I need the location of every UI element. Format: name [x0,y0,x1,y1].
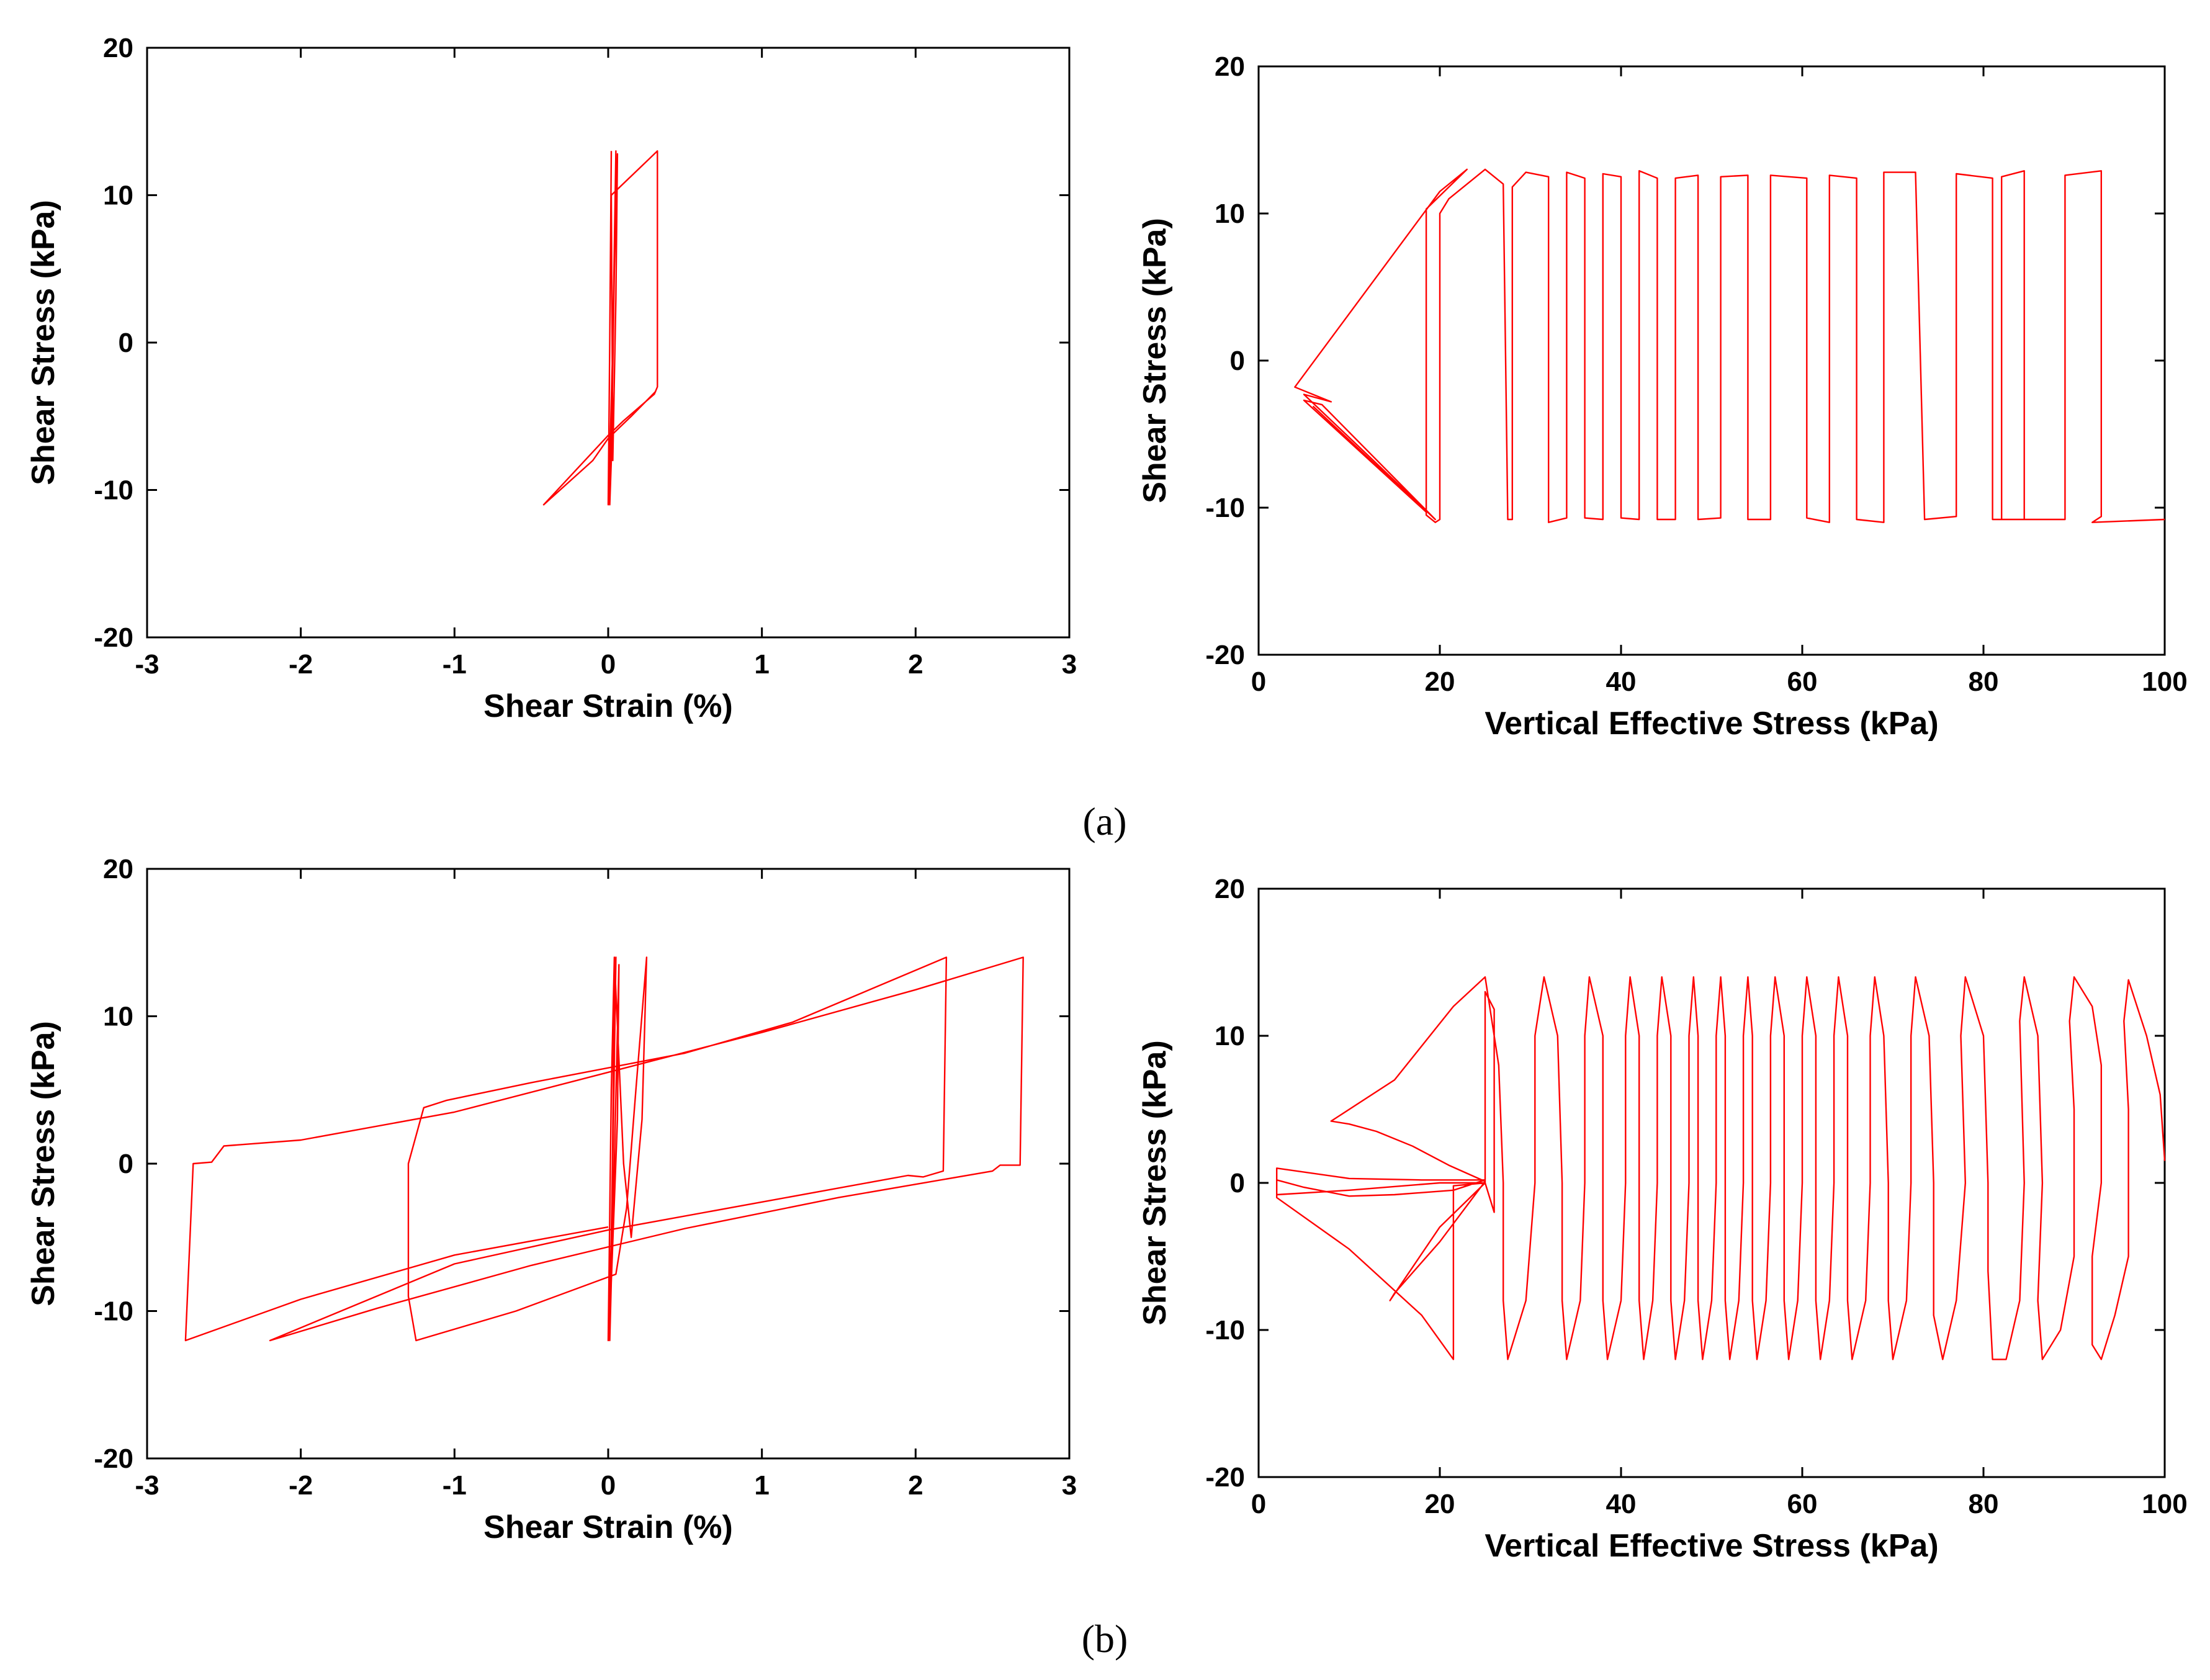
y-tick-label: 20 [103,854,133,884]
y-tick-label: -10 [94,1296,133,1327]
x-axis-title: Vertical Effective Stress (kPa) [1485,1528,1938,1564]
x-tick-label: 2 [908,649,923,680]
x-tick-label: 80 [1969,667,1999,697]
x-tick-label: -1 [442,649,467,680]
y-tick-label: -10 [94,475,133,506]
x-tick-label: 60 [1787,667,1818,697]
x-axis-title: Vertical Effective Stress (kPa) [1485,706,1938,742]
x-tick-label: 1 [754,1470,769,1501]
y-tick-label: 0 [1230,1168,1245,1198]
x-tick-label: 1 [754,649,769,680]
y-tick-label: 20 [103,33,133,63]
x-tick-label: 3 [1062,649,1077,680]
x-tick-label: -3 [135,649,159,680]
y-tick-label: 10 [1215,1021,1245,1051]
x-tick-label: 0 [1251,667,1266,697]
y-axis-title: Shear Stress (kPa) [1137,1040,1173,1326]
series-line [184,956,1024,1342]
chart-b-right: 0 20 40 60 80 100 -20 -10 0 10 20 Vertical Effectiv… [1137,874,2188,1564]
y-tick-label: 0 [1230,346,1245,376]
y-tick-label: 10 [103,181,133,211]
series-line [1294,168,2165,523]
x-tick-label: 20 [1425,1489,1455,1519]
x-tick-label: 40 [1606,667,1637,697]
x-axis-title: Shear Strain (%) [483,688,733,724]
panel-label-a: (a) [1082,799,1126,843]
x-tick-label: -3 [135,1470,159,1501]
x-tick-label: 0 [1251,1489,1266,1519]
y-tick-label: 0 [119,1149,133,1179]
x-tick-label: 0 [601,649,616,680]
x-tick-label: 20 [1425,667,1455,697]
x-tick-label: -2 [289,1470,313,1501]
y-tick-label: 0 [119,328,133,358]
plot-frame [1257,65,2166,656]
y-tick-label: 20 [1215,52,1245,82]
y-axis-title: Shear Stress (kPa) [25,1021,61,1306]
x-tick-label: 100 [2142,667,2187,697]
series-line [542,150,658,506]
x-tick-label: -2 [289,649,313,680]
y-tick-label: 20 [1215,874,1245,904]
plot-frame [146,47,1071,639]
panel-label-b: (b) [1082,1617,1128,1661]
y-tick-label: -20 [1205,1462,1245,1493]
y-tick-label: -10 [1205,1315,1245,1345]
y-tick-label: -20 [1205,640,1245,670]
y-tick-label: -10 [1205,493,1245,523]
x-tick-label: 100 [2142,1489,2187,1519]
x-tick-label: 2 [908,1470,923,1501]
y-tick-label: 10 [103,1002,133,1032]
x-tick-label: 40 [1606,1489,1637,1519]
series-line [1276,976,2166,1360]
y-tick-label: -20 [94,1444,133,1474]
x-axis-title: Shear Strain (%) [483,1509,733,1545]
y-axis-title: Shear Stress (kPa) [1137,218,1173,503]
x-tick-label: -1 [442,1470,467,1501]
x-tick-label: 3 [1062,1470,1077,1501]
plot-frame [146,868,1071,1460]
y-tick-label: -20 [94,622,133,653]
x-tick-label: 60 [1787,1489,1818,1519]
y-tick-label: 10 [1215,199,1245,229]
plot-frame [1257,887,2166,1478]
x-tick-label: 80 [1969,1489,1999,1519]
chart-a-right: 0 20 40 60 80 100 -20 -10 0 10 20 Vertical Effectiv… [1137,52,2188,742]
y-axis-title: Shear Stress (kPa) [25,200,61,485]
x-tick-label: 0 [601,1470,616,1501]
